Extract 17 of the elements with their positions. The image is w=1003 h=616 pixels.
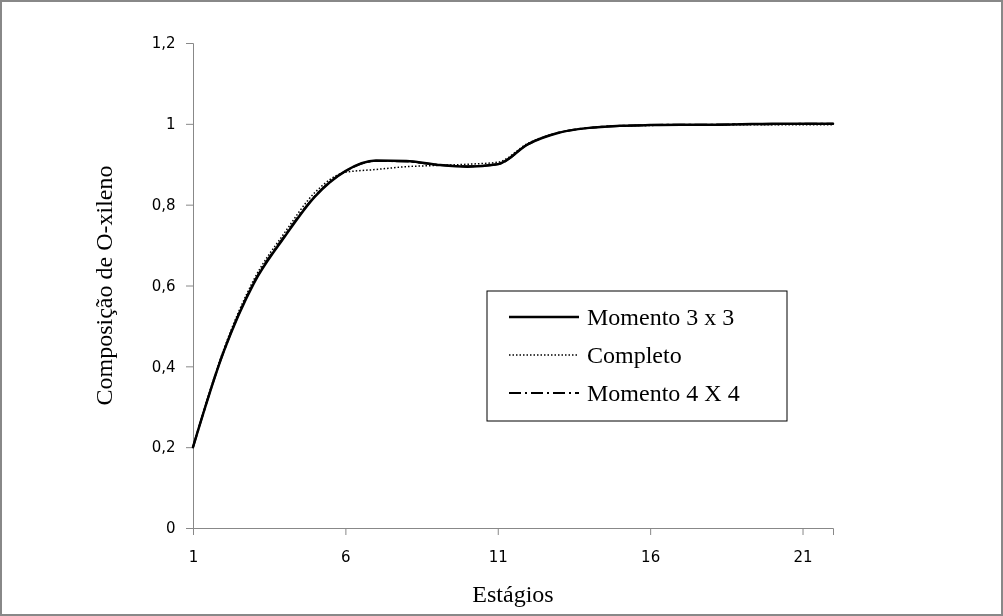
x-tick-label: 21 [793, 548, 813, 566]
y-tick-label: 0,4 [151, 357, 176, 376]
x-tick-label: 1 [188, 548, 199, 566]
y-tick-label: 0 [165, 519, 176, 538]
y-tick-label: 1,2 [151, 34, 176, 53]
x-axis-title: Estágios [472, 581, 554, 607]
y-tick-label: 0,8 [151, 195, 176, 214]
y-axis-title: Composição de O-xileno [91, 165, 117, 406]
x-tick-label: 6 [341, 548, 351, 566]
y-tick-label: 0,6 [151, 276, 176, 295]
legend-label: Momento 3 x 3 [587, 304, 735, 330]
y-tick-label: 0,2 [151, 438, 176, 457]
legend-label: Momento 4 X 4 [587, 380, 740, 406]
legend-label: Completo [587, 342, 682, 368]
y-tick-label: 1 [165, 115, 176, 134]
x-tick-label: 11 [488, 548, 508, 566]
x-tick-label: 16 [641, 548, 661, 566]
